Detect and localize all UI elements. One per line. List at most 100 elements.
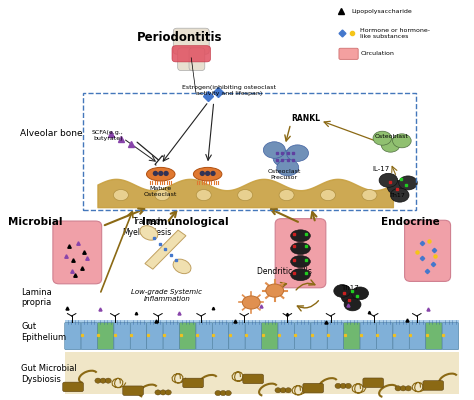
Ellipse shape — [264, 142, 285, 158]
Ellipse shape — [155, 390, 161, 395]
Text: Lamina
propria: Lamina propria — [21, 288, 52, 307]
FancyBboxPatch shape — [278, 322, 294, 350]
Ellipse shape — [273, 150, 295, 166]
Ellipse shape — [200, 171, 205, 176]
FancyBboxPatch shape — [189, 48, 205, 71]
Ellipse shape — [237, 190, 253, 201]
FancyBboxPatch shape — [327, 322, 344, 350]
Ellipse shape — [335, 383, 341, 388]
Ellipse shape — [344, 298, 361, 311]
FancyBboxPatch shape — [294, 322, 311, 350]
FancyBboxPatch shape — [178, 48, 193, 71]
Ellipse shape — [341, 291, 358, 304]
Text: Mature
Osteoclast: Mature Osteoclast — [144, 186, 177, 197]
Ellipse shape — [153, 171, 158, 176]
FancyBboxPatch shape — [303, 383, 323, 393]
Text: Periodontitis: Periodontitis — [137, 31, 222, 44]
Ellipse shape — [225, 390, 231, 396]
FancyBboxPatch shape — [196, 322, 212, 350]
FancyBboxPatch shape — [363, 378, 383, 388]
FancyBboxPatch shape — [130, 322, 146, 350]
FancyBboxPatch shape — [183, 378, 203, 388]
Ellipse shape — [362, 190, 377, 201]
Text: SCFA(e.g.,
butyrate): SCFA(e.g., butyrate) — [92, 130, 124, 141]
Ellipse shape — [345, 383, 351, 388]
Ellipse shape — [165, 390, 171, 395]
Ellipse shape — [387, 180, 406, 194]
Ellipse shape — [277, 159, 299, 176]
Text: Low-grade Systemic
Inflammation: Low-grade Systemic Inflammation — [131, 289, 202, 302]
Ellipse shape — [285, 388, 292, 393]
Ellipse shape — [340, 383, 346, 388]
FancyBboxPatch shape — [423, 381, 444, 390]
FancyBboxPatch shape — [123, 386, 144, 396]
Ellipse shape — [193, 167, 222, 181]
Text: Th17: Th17 — [390, 193, 405, 198]
FancyBboxPatch shape — [344, 322, 360, 350]
Ellipse shape — [275, 388, 281, 393]
FancyBboxPatch shape — [311, 322, 327, 350]
FancyBboxPatch shape — [64, 320, 458, 350]
Ellipse shape — [405, 386, 411, 391]
FancyBboxPatch shape — [212, 322, 229, 350]
FancyBboxPatch shape — [172, 46, 210, 62]
Ellipse shape — [95, 378, 101, 383]
FancyBboxPatch shape — [163, 322, 180, 350]
FancyBboxPatch shape — [426, 322, 442, 350]
FancyBboxPatch shape — [64, 322, 81, 350]
FancyBboxPatch shape — [360, 322, 376, 350]
FancyBboxPatch shape — [442, 322, 458, 350]
Ellipse shape — [291, 242, 310, 254]
Ellipse shape — [279, 190, 294, 201]
Ellipse shape — [100, 378, 106, 383]
FancyBboxPatch shape — [81, 322, 97, 350]
Ellipse shape — [215, 390, 221, 396]
Ellipse shape — [242, 296, 260, 309]
FancyBboxPatch shape — [229, 322, 245, 350]
Ellipse shape — [320, 190, 336, 201]
FancyBboxPatch shape — [275, 219, 326, 288]
FancyBboxPatch shape — [98, 322, 114, 350]
Ellipse shape — [158, 171, 164, 176]
Polygon shape — [145, 230, 186, 269]
Ellipse shape — [399, 176, 417, 190]
Text: RANKL: RANKL — [292, 114, 320, 123]
FancyBboxPatch shape — [173, 28, 209, 54]
Ellipse shape — [291, 256, 310, 268]
Ellipse shape — [160, 390, 166, 395]
Ellipse shape — [392, 134, 411, 148]
FancyBboxPatch shape — [114, 322, 130, 350]
FancyBboxPatch shape — [262, 322, 278, 350]
FancyBboxPatch shape — [376, 322, 393, 350]
Ellipse shape — [140, 226, 158, 240]
Text: Trained
Myelopoiesis: Trained Myelopoiesis — [122, 217, 171, 236]
Ellipse shape — [155, 190, 170, 201]
Ellipse shape — [113, 190, 128, 201]
Ellipse shape — [210, 171, 216, 176]
Text: Osteoblast: Osteoblast — [375, 134, 409, 139]
FancyBboxPatch shape — [147, 322, 163, 350]
Text: Lipopolysaccharide: Lipopolysaccharide — [352, 9, 412, 14]
Ellipse shape — [395, 386, 401, 391]
Ellipse shape — [291, 230, 310, 242]
FancyBboxPatch shape — [63, 382, 83, 392]
Ellipse shape — [266, 284, 283, 297]
Text: Osteoclast
Precusor: Osteoclast Precusor — [267, 169, 301, 180]
FancyBboxPatch shape — [405, 220, 451, 282]
Ellipse shape — [400, 386, 406, 391]
Ellipse shape — [146, 167, 175, 181]
Ellipse shape — [196, 190, 211, 201]
Ellipse shape — [379, 173, 398, 187]
Ellipse shape — [164, 171, 169, 176]
FancyBboxPatch shape — [64, 352, 458, 394]
Text: Endocrine: Endocrine — [382, 217, 440, 227]
Text: Microbial: Microbial — [9, 217, 63, 227]
Ellipse shape — [105, 378, 111, 383]
Text: Alveolar bone: Alveolar bone — [20, 129, 82, 138]
Ellipse shape — [220, 390, 226, 396]
FancyBboxPatch shape — [245, 322, 262, 350]
Text: Circulation: Circulation — [361, 51, 395, 56]
Text: IL-17: IL-17 — [373, 166, 390, 172]
Text: Dendritic cells: Dendritic cells — [256, 267, 311, 276]
Text: Immunological: Immunological — [142, 217, 229, 227]
